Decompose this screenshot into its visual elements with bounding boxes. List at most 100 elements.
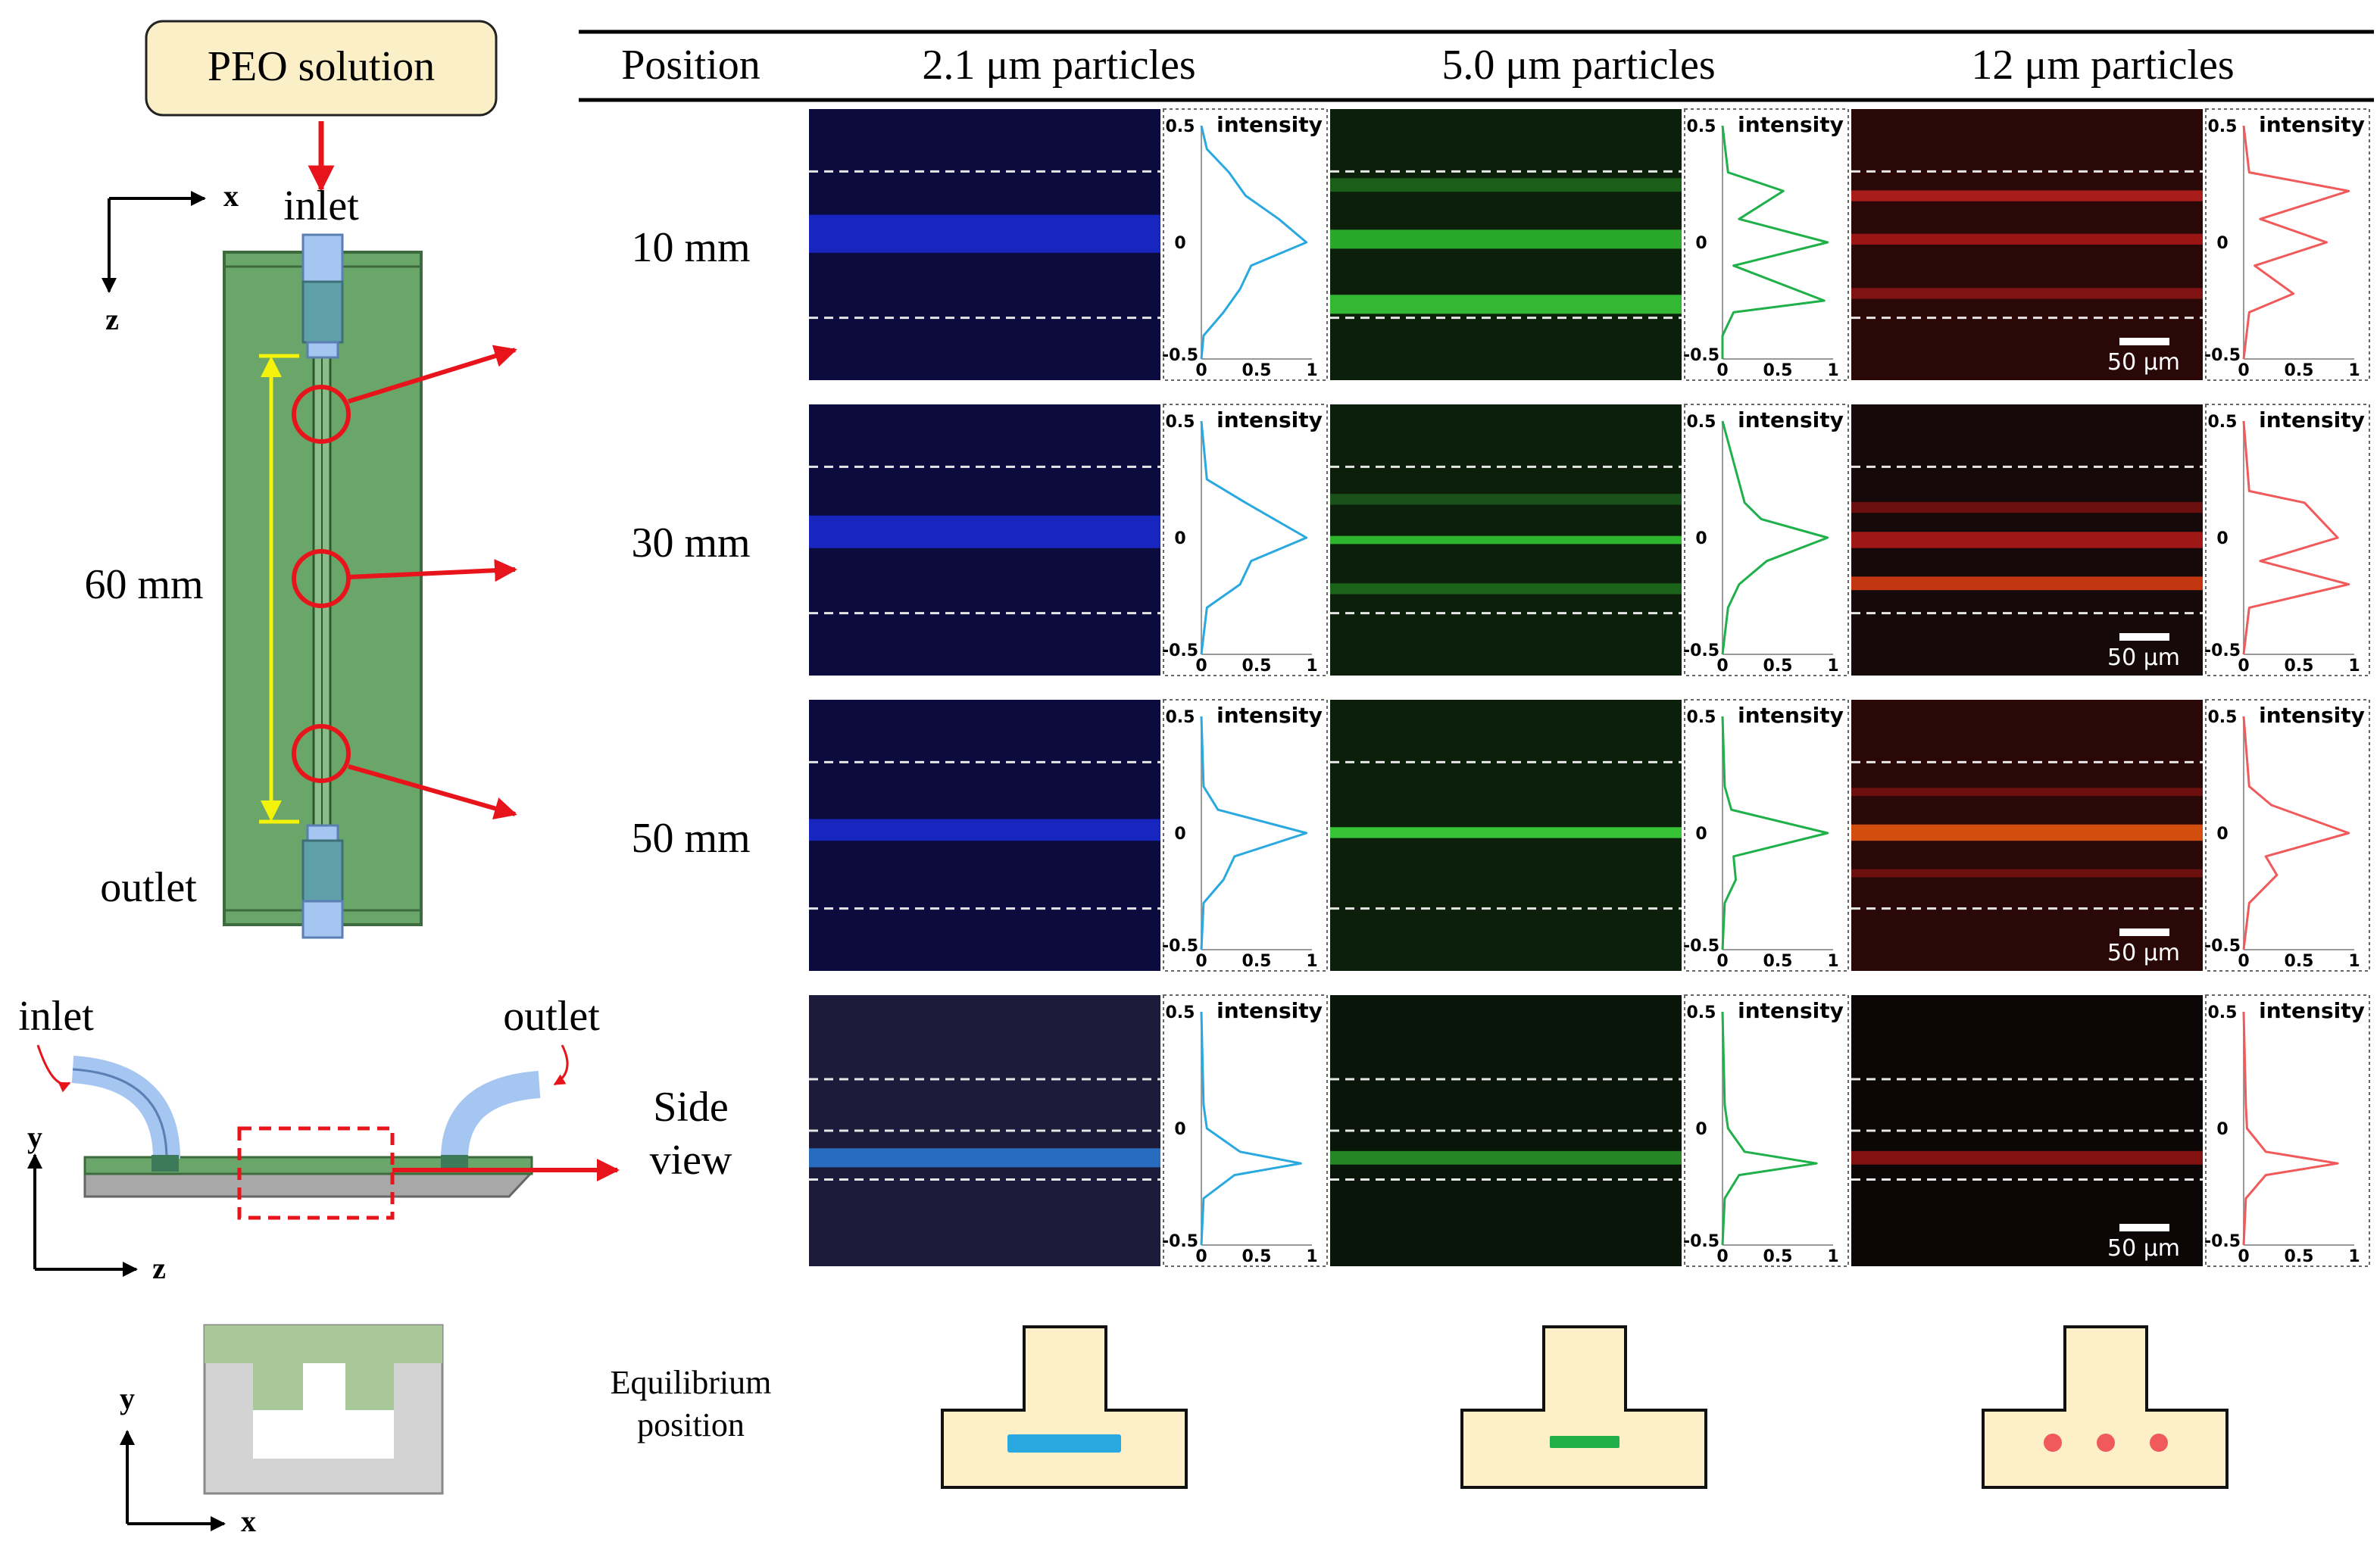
plot-xtick: 1 xyxy=(1306,952,1317,971)
side-inlet-label: inlet xyxy=(18,993,94,1040)
fluorescence-band xyxy=(1851,1150,2203,1165)
intensity-plot-frame xyxy=(1684,994,1849,1267)
intensity-curve xyxy=(1721,716,1829,950)
plot-ytick-mid: 0 xyxy=(1174,825,1185,844)
chip-cross-section: y x xyxy=(120,1324,444,1538)
fluorescence-band xyxy=(1330,295,1682,314)
equilibrium-shape-blue xyxy=(941,1325,1188,1489)
plot-ytick-top: 0.5 xyxy=(2208,1003,2238,1022)
scale-bar xyxy=(2119,928,2169,936)
fluorescence-band xyxy=(1330,535,1682,545)
scale-bar-label: 50 μm xyxy=(2107,940,2180,966)
plot-title: intensity xyxy=(2259,407,2365,432)
header-col-1: 2.1 μm particles xyxy=(922,42,1195,89)
intensity-plot-frame xyxy=(1684,108,1849,381)
plot-xtick: 0.5 xyxy=(1242,1247,1272,1266)
row-label-10mm: 10 mm xyxy=(631,224,750,271)
plot-ytick-mid: 0 xyxy=(1174,234,1185,253)
plot-title: intensity xyxy=(2259,112,2365,137)
outlet-label: outlet xyxy=(100,864,197,911)
left-panel: PEO solution x z inlet xyxy=(18,20,732,1538)
plot-ytick-top: 0.5 xyxy=(2208,117,2238,136)
plot-ytick-bot: -0.5 xyxy=(1683,937,1719,956)
plot-ytick-mid: 0 xyxy=(2216,825,2228,844)
length-label: 60 mm xyxy=(84,561,203,608)
plot-ytick-bot: -0.5 xyxy=(2204,641,2241,660)
equilibrium-dot-1 xyxy=(2044,1434,2062,1452)
plot-xtick: 1 xyxy=(2348,952,2360,971)
header-col-2: 5.0 μm particles xyxy=(1441,42,1715,89)
side-axis-y-label: y xyxy=(27,1120,42,1154)
plot-xtick: 1 xyxy=(1827,1247,1838,1266)
intensity-curve xyxy=(1721,420,1829,655)
plot-xtick: 1 xyxy=(1306,361,1317,380)
observation-markers xyxy=(292,345,517,819)
plot-xtick: 0 xyxy=(1716,1247,1728,1266)
intensity-curve xyxy=(1200,1011,1302,1246)
intensity-plot-frame xyxy=(2205,108,2370,381)
plot-ytick-mid: 0 xyxy=(1695,825,1707,844)
plot-xtick: 0 xyxy=(2238,657,2249,676)
row-label-30mm: 30 mm xyxy=(631,520,750,566)
plot-xtick: 1 xyxy=(1827,361,1838,380)
plot-xtick: 0.5 xyxy=(1763,1247,1793,1266)
plot-ytick-top: 0.5 xyxy=(1166,117,1195,136)
plot-xtick: 0 xyxy=(1195,1247,1207,1266)
plot-ytick-mid: 0 xyxy=(1695,234,1707,253)
row-label-50mm: 50 mm xyxy=(631,815,750,862)
equilibrium-dot-2 xyxy=(2097,1434,2115,1452)
intensity-plot-frame xyxy=(1684,699,1849,972)
plot-xtick: 0 xyxy=(1195,657,1207,676)
plot-xtick: 0.5 xyxy=(1242,952,1272,971)
equilibrium-shape-green xyxy=(1460,1325,1707,1489)
fluorescence-band xyxy=(809,214,1160,253)
plot-ytick-bot: -0.5 xyxy=(1683,346,1719,365)
equilibrium-line2: position xyxy=(637,1406,745,1443)
fluorescence-band xyxy=(1851,788,2203,797)
fluorescence-band xyxy=(809,515,1160,548)
plot-ytick-bot: -0.5 xyxy=(2204,346,2241,365)
plot-ytick-mid: 0 xyxy=(2216,234,2228,253)
plot-ytick-mid: 0 xyxy=(1174,1120,1185,1139)
length-dimension xyxy=(259,354,299,824)
side-view-line2: view xyxy=(650,1137,732,1184)
plot-ytick-mid: 0 xyxy=(2216,529,2228,548)
plot-title: intensity xyxy=(1217,998,1323,1023)
fluorescence-band xyxy=(1851,190,2203,201)
intensity-curve xyxy=(1721,125,1829,359)
plot-ytick-mid: 0 xyxy=(2216,1120,2228,1139)
peo-solution-label: PEO solution xyxy=(208,43,435,90)
intensity-curve xyxy=(1721,1011,1818,1246)
plot-title: intensity xyxy=(2259,703,2365,728)
side-view-line1: Side xyxy=(653,1084,729,1131)
side-axis-z-label: z xyxy=(152,1251,166,1285)
plot-xtick: 0 xyxy=(2238,952,2249,971)
axis-x-label: x xyxy=(223,179,239,213)
chip-top-view xyxy=(223,233,423,939)
fluorescence-band xyxy=(1851,501,2203,513)
equilibrium-line1: Equilibrium xyxy=(611,1364,772,1401)
plot-xtick: 0 xyxy=(1195,361,1207,380)
plot-xtick: 0.5 xyxy=(1763,952,1793,971)
intensity-curve xyxy=(1200,420,1308,655)
chip-side-view: inlet outlet y z xyxy=(18,993,620,1285)
fluorescence-band xyxy=(1851,824,2203,841)
plot-ytick-top: 0.5 xyxy=(1687,1003,1716,1022)
intensity-curve xyxy=(1200,716,1308,950)
plot-xtick: 0 xyxy=(1716,952,1728,971)
obs-circle-50mm xyxy=(292,724,351,783)
plot-ytick-bot: -0.5 xyxy=(1683,641,1719,660)
plot-ytick-mid: 0 xyxy=(1695,1120,1707,1139)
plot-ytick-bot: -0.5 xyxy=(1683,1232,1719,1251)
plot-ytick-top: 0.5 xyxy=(1687,413,1716,432)
plot-ytick-bot: -0.5 xyxy=(1162,346,1198,365)
